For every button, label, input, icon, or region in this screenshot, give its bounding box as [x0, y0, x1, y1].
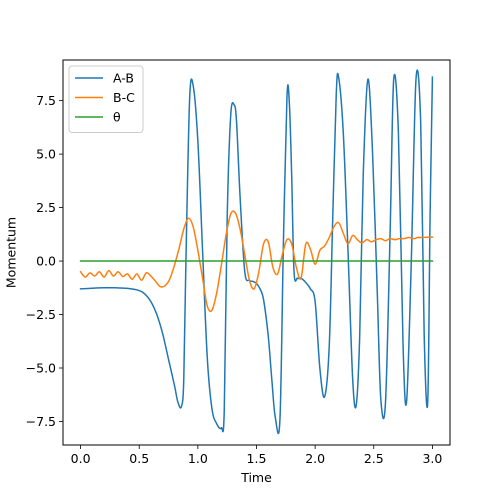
series-layer — [79, 69, 434, 435]
x-tick-label: 3.0 — [422, 451, 442, 466]
y-tick-label: −7.5 — [26, 414, 56, 429]
y-axis-label: Momentum — [4, 217, 19, 288]
x-tick-label: 1.0 — [188, 451, 208, 466]
series-line-b-c — [79, 210, 434, 312]
x-tick-label: 1.5 — [247, 451, 267, 466]
x-tick-label: 2.0 — [305, 451, 325, 466]
legend-label-b-c: B-C — [113, 90, 135, 105]
y-tick-label: 7.5 — [36, 93, 56, 108]
legend-label-a-b: A-B — [113, 71, 134, 86]
y-tick-label: −5.0 — [26, 361, 56, 376]
y-axis: −7.5 −5.0 −2.5 0.0 2.5 5.0 7.5 — [26, 93, 63, 429]
y-tick-label: 5.0 — [36, 147, 56, 162]
x-tick-label: 0.0 — [71, 451, 91, 466]
y-tick-label: 2.5 — [36, 200, 56, 215]
legend-label-theta: θ — [113, 110, 121, 125]
x-tick-label: 0.5 — [129, 451, 149, 466]
series-line-a-b — [79, 69, 434, 435]
legend: A-B B-C θ — [68, 65, 144, 133]
x-axis-label: Time — [240, 470, 272, 485]
x-axis: 0.0 0.5 1.0 1.5 2.0 2.5 3.0 — [71, 445, 442, 466]
x-tick-label: 2.5 — [364, 451, 384, 466]
legend-box — [68, 65, 144, 133]
y-tick-label: −2.5 — [26, 307, 56, 322]
y-tick-label: 0.0 — [36, 254, 56, 269]
